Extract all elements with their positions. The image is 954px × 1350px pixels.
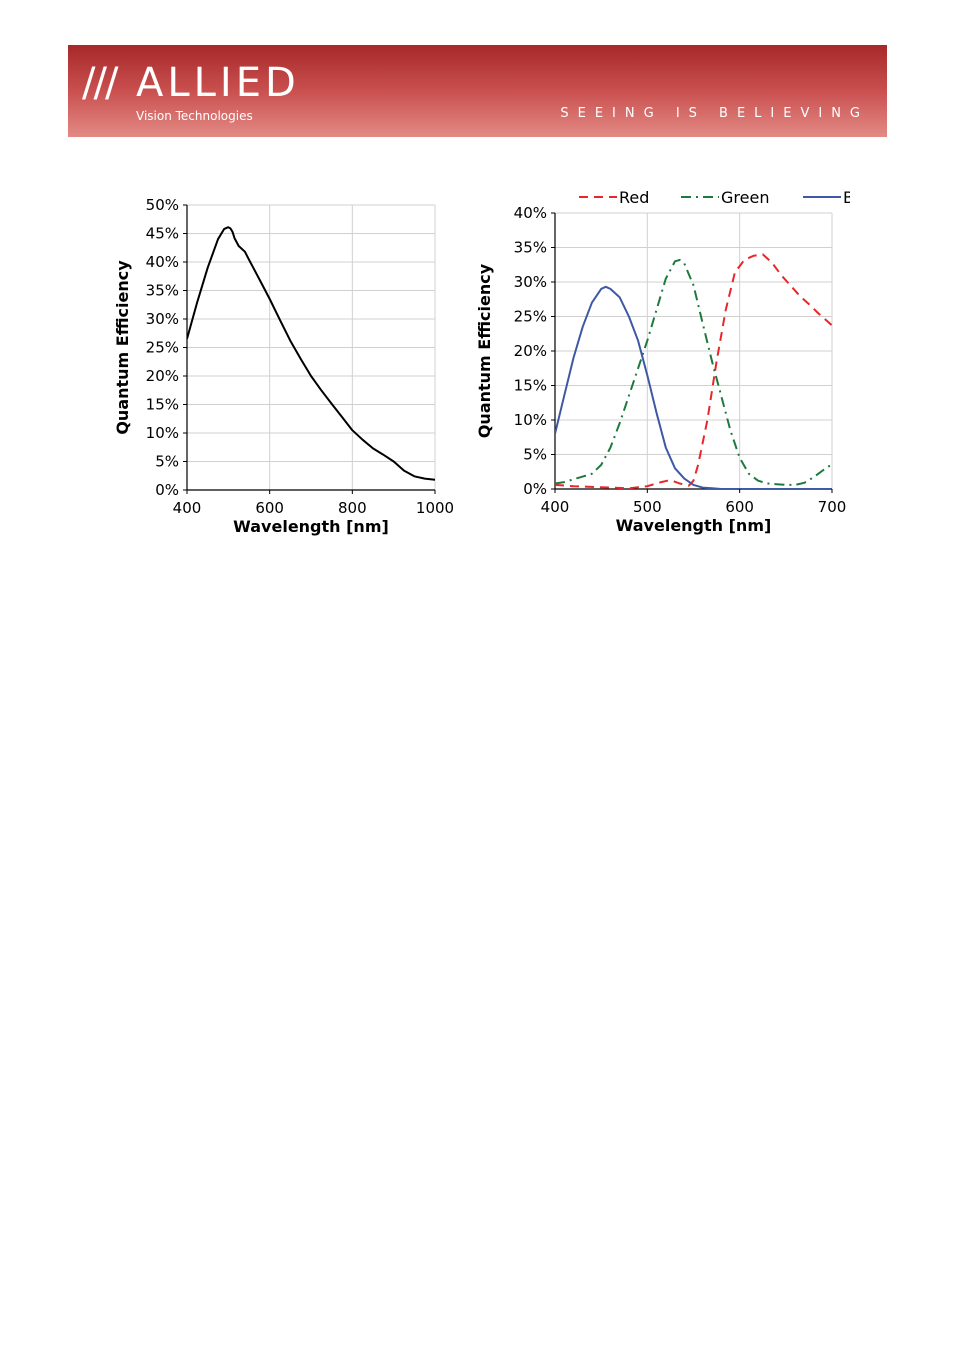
y-tick-label: 0% — [523, 480, 547, 498]
tagline: SEEING IS BELIEVING — [560, 106, 869, 121]
y-tick-label: 25% — [514, 308, 547, 326]
x-tick-label: 800 — [338, 499, 367, 517]
y-tick-label: 40% — [514, 204, 547, 222]
y-tick-label: 50% — [146, 196, 179, 214]
x-tick-label: 700 — [818, 498, 847, 516]
y-tick-label: 15% — [514, 377, 547, 395]
y-tick-label: 35% — [514, 239, 547, 257]
y-tick-label: 20% — [514, 342, 547, 360]
color-qe-chart-svg: 0% 5% 10% 15% 20% 25% 30% 35% 40% 400 500 600 700 Wav… — [475, 188, 878, 535]
y-tick-label: 25% — [146, 339, 179, 357]
x-axis-title: Wavelength [nm] — [233, 517, 389, 536]
logo-subtitle: Vision Technologies — [136, 109, 253, 123]
y-tick-label: 30% — [146, 310, 179, 328]
series-line-qe — [187, 226, 435, 481]
y-tick-label: 45% — [146, 225, 179, 243]
series-line-blue — [555, 285, 832, 489]
legend-label-blue: Blue — [843, 188, 850, 207]
legend-label-red: Red — [619, 188, 649, 207]
y-tick-label: 35% — [146, 282, 179, 300]
series-line-red — [555, 253, 832, 489]
color-qe-chart: 0% 5% 10% 15% 20% 25% 30% 35% 40% 400 500 600 700 Wav… — [470, 180, 878, 560]
y-tick-label: 40% — [146, 253, 179, 271]
y-tick-label: 20% — [146, 367, 179, 385]
y-tick-label: 0% — [155, 481, 179, 499]
monochrome-qe-chart: 0% 5% 10% 15% 20% 25% 30% 35% 40% 45% 50% 400 600 800… — [100, 180, 470, 560]
company-logo: /// ALLIED Vision Technologies — [82, 61, 312, 127]
y-tick-label: 15% — [146, 396, 179, 414]
y-tick-label: 30% — [514, 273, 547, 291]
header-banner: /// ALLIED Vision Technologies SEEING IS… — [68, 45, 887, 137]
y-tick-label: 10% — [514, 411, 547, 429]
x-tick-label: 1000 — [416, 499, 454, 517]
logo-name: ALLIED — [136, 60, 300, 106]
x-axis-title: Wavelength [nm] — [616, 516, 772, 535]
x-tick-label: 400 — [541, 498, 570, 516]
logo-slashes: /// — [82, 60, 118, 106]
series-line-green — [555, 258, 832, 486]
y-axis-title: Quantum Efficiency — [475, 263, 494, 438]
legend-label-green: Green — [721, 188, 769, 207]
x-tick-label: 400 — [173, 499, 202, 517]
x-tick-label: 600 — [255, 499, 284, 517]
y-axis-title: Quantum Efficiency — [113, 260, 132, 435]
y-tick-label: 5% — [155, 453, 179, 471]
monochrome-qe-chart-svg: 0% 5% 10% 15% 20% 25% 30% 35% 40% 45% 50% 400 600 800… — [113, 196, 454, 536]
x-tick-label: 500 — [633, 498, 662, 516]
y-tick-label: 10% — [146, 424, 179, 442]
x-tick-label: 600 — [725, 498, 754, 516]
y-tick-label: 5% — [523, 446, 547, 464]
